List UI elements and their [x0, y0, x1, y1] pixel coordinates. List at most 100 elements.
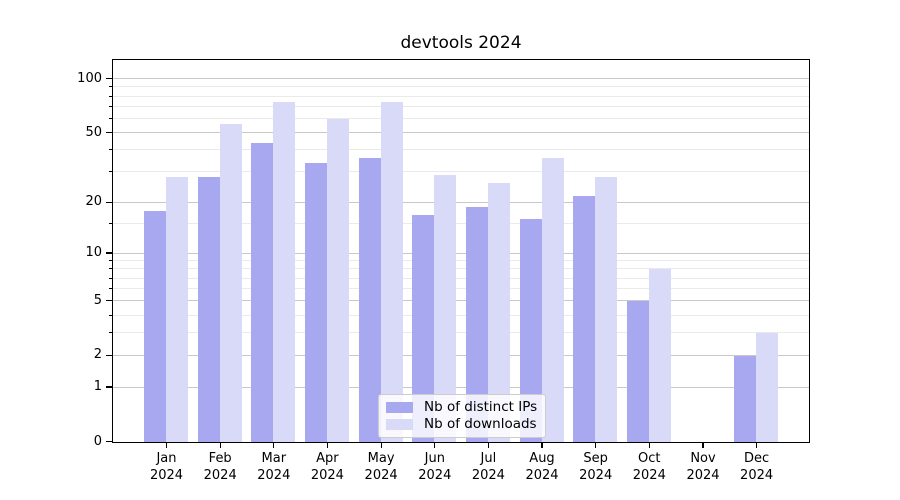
x-tick-label-feb: Feb 2024 — [203, 451, 237, 483]
bar-downloads-feb — [219, 124, 242, 442]
gridline-minor-6 — [113, 288, 809, 290]
x-tick-mark-jun — [434, 443, 436, 448]
bar-downloads-apr — [326, 118, 349, 442]
gridline-minor-80 — [113, 95, 809, 97]
gridline-major-100 — [113, 78, 809, 80]
x-tick-mark-dec — [756, 443, 758, 448]
x-tick-mark-feb — [219, 443, 221, 448]
bar-ips-sep — [573, 195, 596, 442]
x-tick-mark-oct — [648, 443, 650, 448]
bar-downloads-mar — [273, 101, 296, 442]
bar-downloads-jan — [166, 177, 188, 442]
bar-downloads-dec — [756, 333, 779, 442]
x-tick-mark-mar — [273, 443, 275, 448]
x-tick-label-nov: Nov 2024 — [686, 451, 720, 483]
y-minor-tick-mark-4 — [108, 314, 112, 316]
y-minor-tick-mark-6 — [108, 288, 112, 290]
chart-title: devtools 2024 — [400, 33, 522, 53]
y-minor-tick-mark-40 — [108, 149, 112, 151]
plot-area — [112, 59, 810, 443]
gridline-minor-8 — [113, 268, 809, 270]
gridline-minor-9 — [113, 260, 809, 261]
y-tick-mark-0 — [106, 440, 112, 443]
bar-ips-oct — [626, 301, 649, 442]
bar-downloads-oct — [648, 269, 671, 442]
gridline-major-1 — [113, 386, 809, 388]
x-tick-mark-jul — [487, 443, 490, 448]
gridline-major-5 — [113, 300, 809, 302]
y-minor-tick-mark-3 — [108, 332, 112, 333]
y-tick-label-1: 1 — [93, 379, 102, 394]
x-tick-label-jan: Jan 2024 — [149, 451, 184, 483]
x-tick-label-jul: Jul 2024 — [471, 451, 505, 483]
y-tick-mark-2 — [106, 354, 112, 356]
y-tick-mark-5 — [106, 300, 112, 302]
y-minor-tick-mark-60 — [108, 117, 112, 119]
y-tick-label-0: 0 — [93, 433, 102, 449]
y-minor-tick-mark-80 — [108, 95, 112, 97]
x-tick-label-jun: Jun 2024 — [418, 451, 452, 483]
y-tick-mark-100 — [106, 78, 112, 80]
y-tick-label-50: 50 — [85, 124, 102, 140]
x-tick-mark-apr — [326, 443, 329, 448]
gridline-minor-4 — [113, 314, 809, 316]
x-tick-label-may: May 2024 — [364, 451, 398, 483]
y-minor-tick-mark-70 — [108, 106, 112, 107]
x-tick-label-oct: Oct 2024 — [632, 451, 666, 483]
gridline-minor-7 — [113, 277, 809, 279]
legend-item-downloads: Nb of downloads — [386, 417, 537, 432]
y-tick-mark-1 — [106, 386, 112, 388]
gridline-major-10 — [113, 252, 809, 254]
x-tick-label-sep: Sep 2024 — [579, 451, 613, 483]
y-tick-label-2: 2 — [93, 347, 102, 363]
x-tick-mark-may — [380, 443, 382, 448]
legend-swatch-distinct-ips-icon — [386, 402, 413, 413]
gridline-minor-40 — [113, 149, 809, 151]
bar-ips-apr — [304, 162, 327, 442]
bar-downloads-sep — [595, 177, 618, 442]
y-minor-tick-mark-9 — [108, 260, 112, 261]
bar-ips-jan — [144, 210, 166, 442]
y-minor-tick-mark-15 — [108, 223, 112, 225]
bar-ips-jul — [465, 206, 488, 442]
gridline-minor-90 — [113, 86, 809, 88]
legend-item-distinct-ips: Nb of distinct IPs — [386, 400, 537, 415]
gridline-major-20 — [113, 201, 809, 203]
y-tick-label-100: 100 — [77, 70, 102, 86]
legend-swatch-downloads-icon — [386, 419, 413, 430]
y-tick-mark-50 — [106, 131, 112, 134]
y-minor-tick-mark-7 — [108, 277, 112, 279]
x-tick-mark-jan — [165, 443, 168, 448]
y-tick-mark-20 — [106, 201, 112, 203]
x-tick-label-dec: Dec 2024 — [740, 451, 774, 483]
y-tick-label-20: 20 — [85, 194, 102, 210]
bar-ips-mar — [251, 142, 274, 442]
legend: Nb of distinct IPs Nb of downloads — [378, 394, 546, 438]
bar-ips-may — [358, 158, 381, 442]
bar-ips-aug — [519, 219, 542, 442]
gridline-minor-15 — [113, 223, 809, 225]
y-tick-label-10: 10 — [85, 245, 102, 260]
gridline-minor-30 — [113, 171, 809, 173]
x-tick-mark-aug — [541, 443, 543, 448]
bar-downloads-jun — [434, 174, 457, 442]
y-minor-tick-mark-30 — [108, 171, 112, 173]
y-minor-tick-mark-90 — [108, 86, 112, 88]
x-tick-label-apr: Apr 2024 — [310, 451, 344, 483]
x-tick-label-aug: Aug 2024 — [525, 451, 559, 483]
bar-downloads-jul — [487, 182, 510, 442]
gridline-major-2 — [113, 354, 809, 356]
bar-ips-feb — [197, 177, 220, 442]
gridline-minor-3 — [113, 332, 809, 333]
x-tick-label-mar: Mar 2024 — [257, 451, 291, 483]
gridline-major-50 — [113, 132, 809, 133]
y-tick-label-5: 5 — [93, 292, 102, 308]
bar-ips-jun — [412, 214, 435, 442]
bar-ips-dec — [734, 355, 757, 442]
legend-label-distinct-ips: Nb of distinct IPs — [424, 399, 538, 415]
x-tick-mark-sep — [595, 443, 597, 448]
legend-label-downloads: Nb of downloads — [424, 416, 537, 432]
y-tick-mark-10 — [106, 252, 112, 254]
gridline-minor-60 — [113, 117, 809, 119]
